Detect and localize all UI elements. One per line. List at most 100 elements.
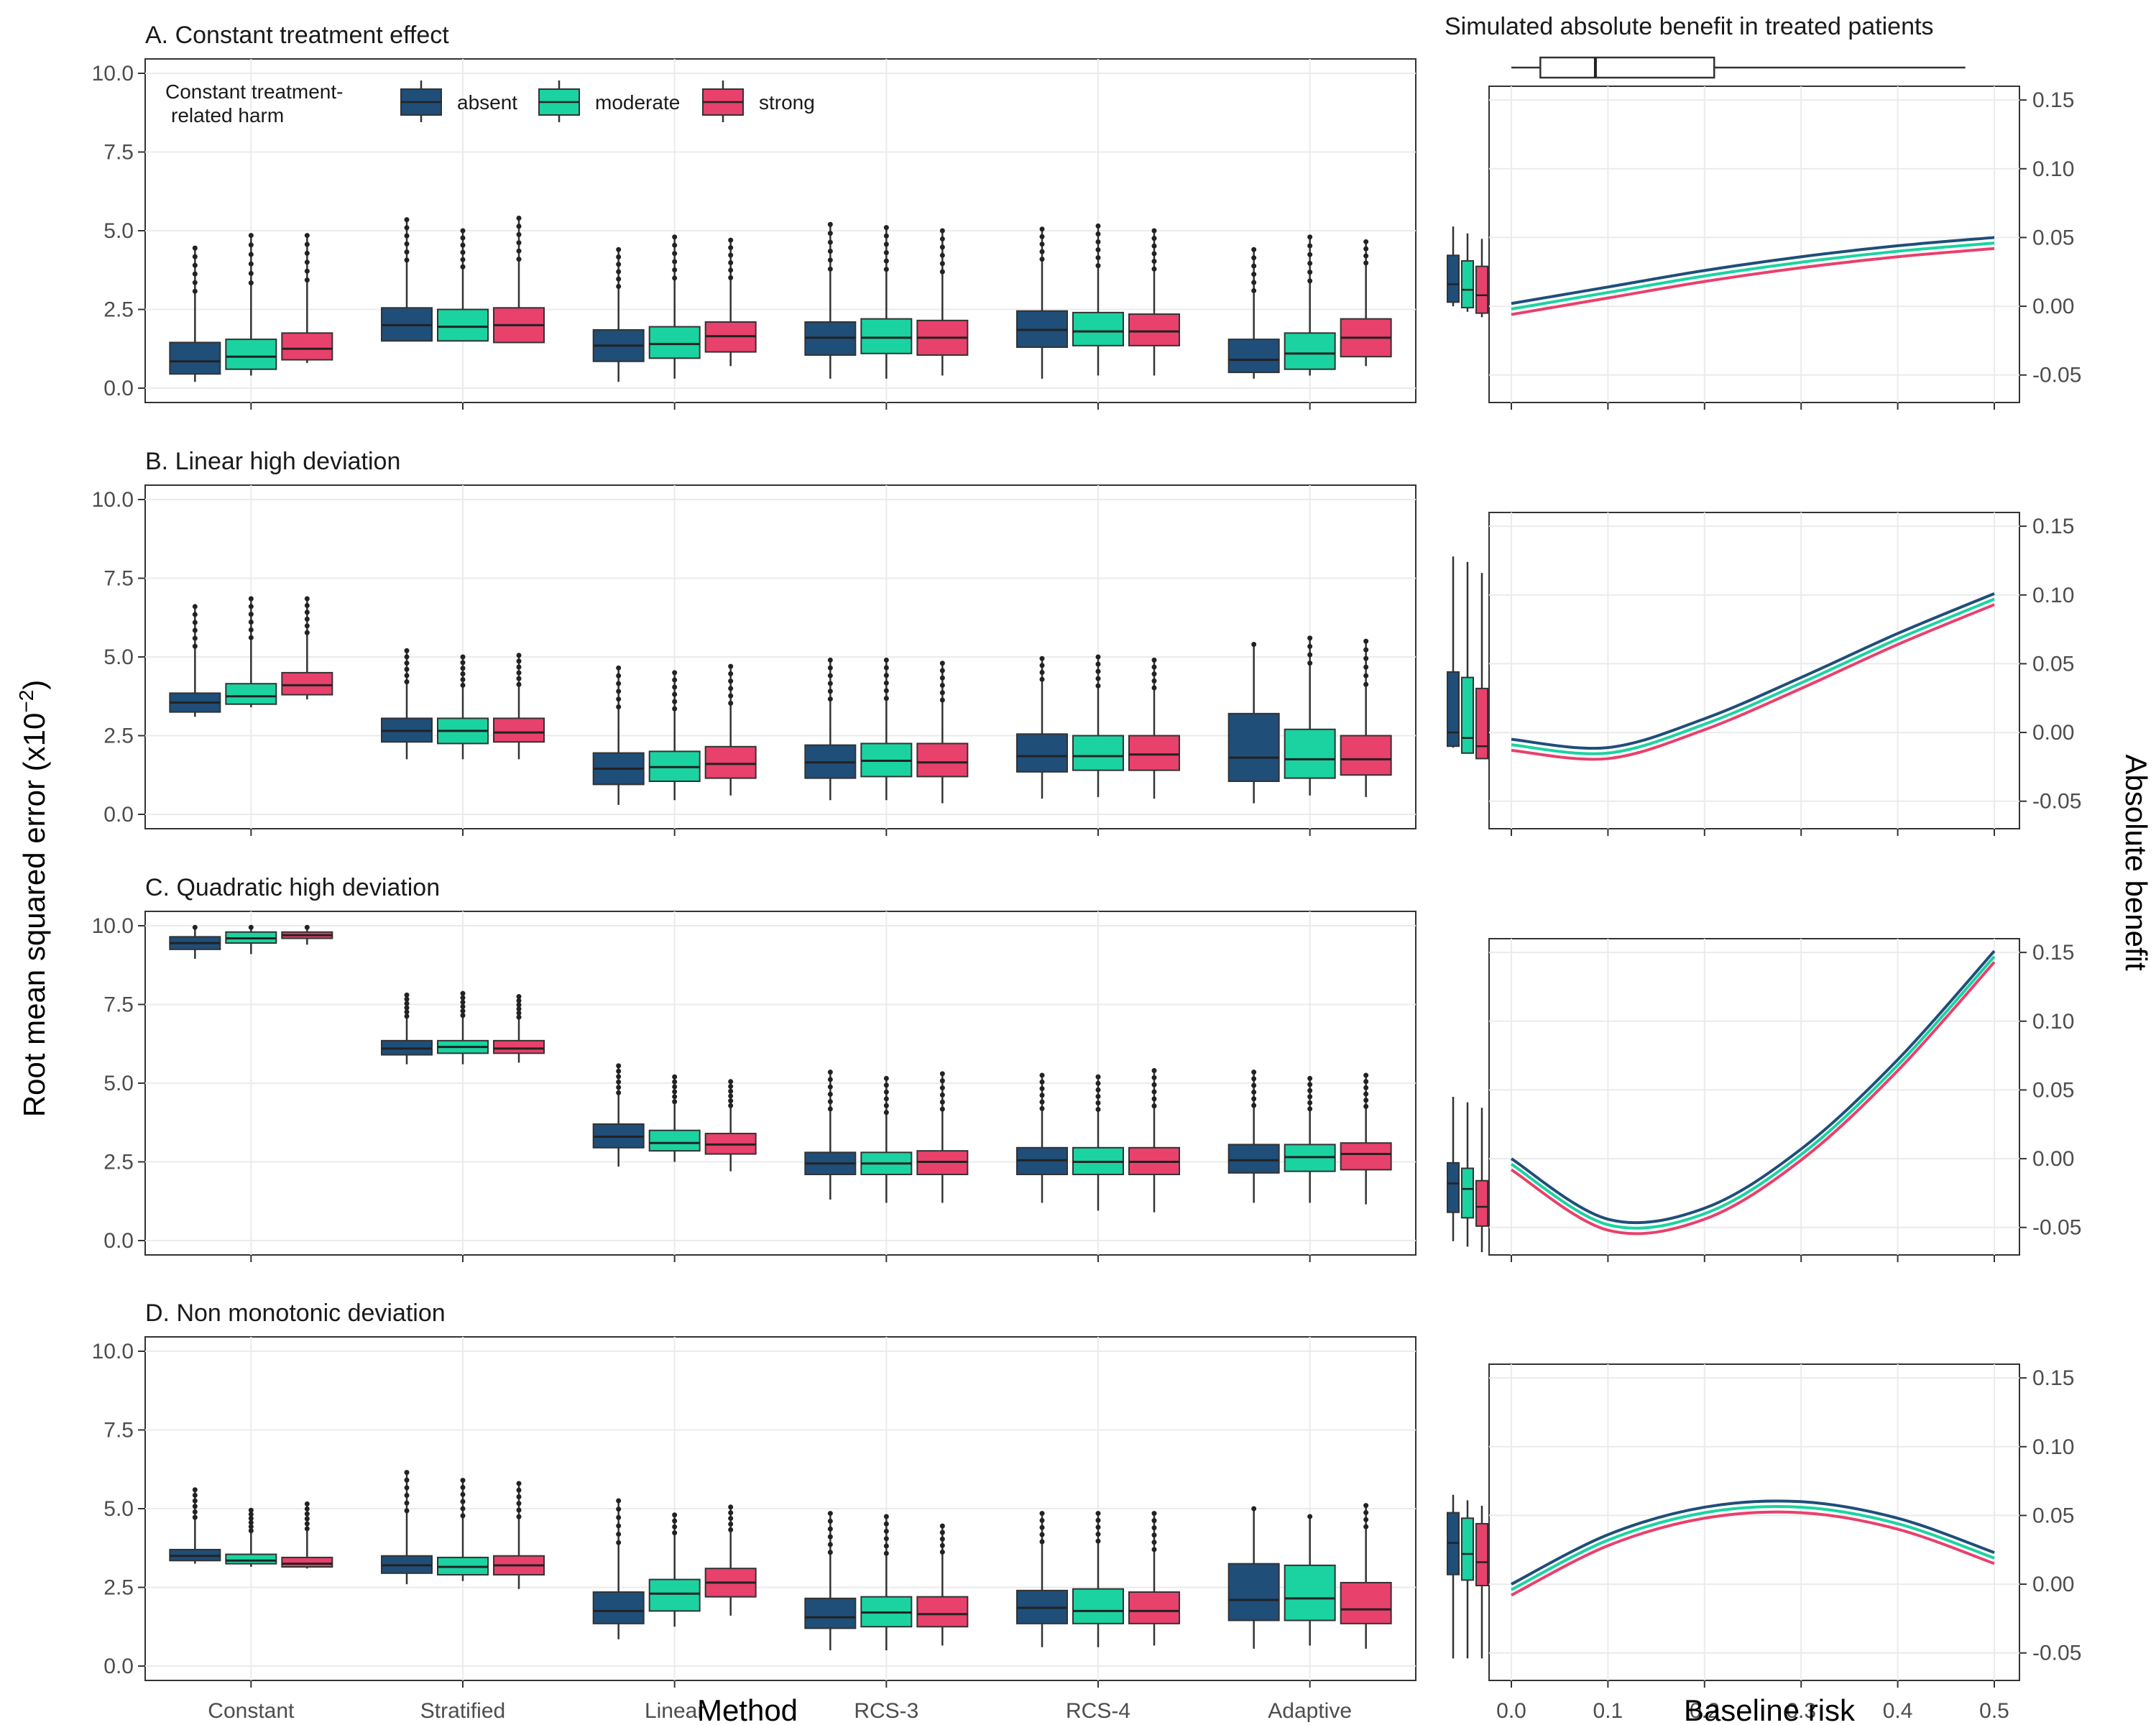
y-tick-label: 7.5 — [103, 993, 134, 1017]
outlier-point — [827, 1091, 833, 1097]
outlier-point — [883, 233, 889, 239]
outlier-point — [1363, 1509, 1369, 1515]
legend-label-absent: absent — [457, 91, 517, 114]
outlier-point — [192, 254, 198, 259]
outlier-point — [460, 682, 466, 688]
outlier-point — [192, 1514, 198, 1520]
outlier-point — [939, 1106, 945, 1112]
outlier-point — [1307, 635, 1313, 641]
outlier-point — [460, 660, 466, 666]
outlier-point — [1039, 1517, 1045, 1523]
outlier-point — [248, 596, 254, 602]
outlier-point — [827, 1550, 833, 1555]
outlier-point — [404, 1493, 410, 1499]
y-tick-label: 0.00 — [2032, 295, 2074, 318]
outlier-point — [883, 250, 889, 256]
outlier-point — [616, 269, 622, 275]
outlier-point — [939, 1542, 945, 1548]
y-tick-label: 0.15 — [2032, 88, 2074, 112]
outlier-point — [1095, 1511, 1101, 1517]
outlier-point — [728, 259, 734, 265]
outlier-point — [1039, 1086, 1045, 1092]
outlier-point — [1095, 683, 1101, 689]
outlier-point — [460, 654, 466, 660]
outlier-point — [516, 240, 522, 246]
y-tick-label: 0.00 — [2032, 721, 2074, 745]
outlier-point — [616, 1506, 622, 1512]
panel-frame — [1488, 1363, 2020, 1681]
outlier-point — [728, 237, 734, 243]
outlier-point — [304, 602, 310, 608]
outlier-point — [1307, 1106, 1313, 1112]
outlier-point — [672, 699, 678, 704]
box-body — [225, 683, 277, 705]
y-tick-label: 0.05 — [2032, 652, 2074, 676]
outlier-point — [1363, 1085, 1369, 1090]
outlier-point — [304, 596, 310, 602]
outlier-point — [1039, 249, 1045, 254]
right-title: Simulated absolute benefit in treated pa… — [1445, 13, 1933, 40]
outlier-point — [192, 1504, 198, 1509]
outlier-point — [1307, 252, 1313, 257]
outlier-point — [728, 1516, 734, 1522]
x-tick-label: RCS-3 — [854, 1699, 918, 1723]
outlier-point — [248, 924, 254, 930]
outlier-point — [460, 1484, 466, 1490]
x-tick-label: RCS-4 — [1066, 1699, 1130, 1723]
box-body — [916, 1596, 969, 1628]
outlier-point — [1095, 1087, 1101, 1092]
outlier-point — [883, 1543, 889, 1549]
top-box-body — [1539, 56, 1715, 79]
outlier-point — [304, 277, 310, 283]
outlier-point — [1307, 652, 1313, 658]
outlier-point — [616, 1085, 622, 1090]
outlier-point — [728, 678, 734, 684]
outlier-point — [1363, 681, 1369, 687]
outlier-point — [1251, 263, 1257, 269]
y-tick-label: 5.0 — [103, 1072, 134, 1095]
outlier-point — [304, 924, 310, 930]
outlier-point — [672, 691, 678, 697]
outlier-point — [404, 1470, 410, 1476]
outlier-point — [1039, 1532, 1045, 1537]
outlier-point — [460, 995, 466, 1000]
outlier-point — [1363, 664, 1369, 670]
outlier-point — [404, 648, 410, 653]
outlier-point — [516, 676, 522, 681]
outlier-point — [728, 252, 734, 258]
outlier-point — [1151, 236, 1157, 242]
outlier-point — [728, 245, 734, 251]
outlier-point — [1095, 1524, 1101, 1530]
outlier-point — [1251, 272, 1257, 277]
outlier-point — [192, 1487, 198, 1493]
outlier-point — [616, 1523, 622, 1529]
y-tick-label: 0.10 — [2032, 157, 2074, 181]
outlier-point — [1095, 231, 1101, 236]
outlier-point — [248, 1507, 254, 1513]
outlier-point — [1307, 1094, 1313, 1100]
outlier-point — [672, 670, 678, 676]
outlier-point — [1363, 1072, 1369, 1078]
outlier-point — [939, 668, 945, 673]
outlier-point — [460, 1506, 466, 1512]
box-body — [281, 671, 333, 696]
outlier-point — [404, 217, 410, 223]
outlier-point — [1151, 1075, 1157, 1080]
outlier-point — [939, 675, 945, 681]
outlier-point — [616, 1514, 622, 1520]
outlier-point — [460, 242, 466, 248]
outlier-point — [404, 996, 410, 1002]
outlier-point — [728, 671, 734, 676]
marginal-box-body — [1447, 671, 1460, 748]
outlier-point — [1307, 1082, 1313, 1087]
y-axis-label-close: ) — [17, 680, 51, 690]
outlier-point — [404, 233, 410, 239]
outlier-point — [460, 1491, 466, 1497]
benefit-curve-absent — [1510, 949, 1996, 1225]
curve-panel-1: -0.05 0.00 0.05 0.10 0.15 — [1447, 86, 2081, 410]
outlier-point — [304, 1511, 310, 1517]
outlier-point — [1307, 278, 1313, 284]
outlier-point — [616, 1079, 622, 1085]
box-body — [1128, 313, 1180, 346]
